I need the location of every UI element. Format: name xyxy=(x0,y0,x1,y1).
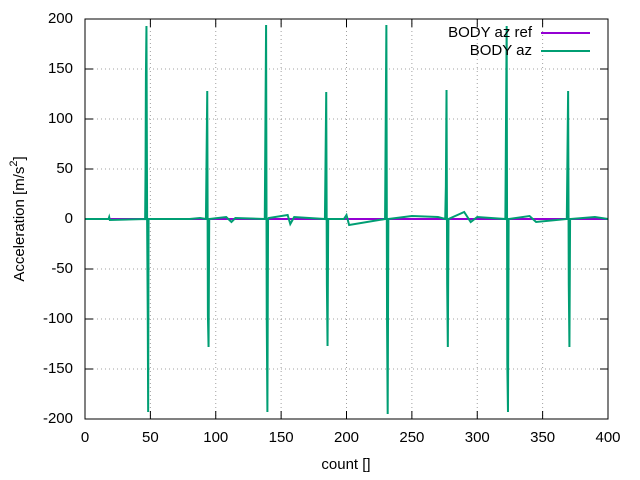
x-axis-label: count [] xyxy=(321,456,370,473)
y-tick-label: -150 xyxy=(43,360,73,377)
x-tick-label: 250 xyxy=(399,429,424,446)
x-tick-label: 200 xyxy=(334,429,359,446)
y-tick-label: -50 xyxy=(51,260,73,277)
x-tick-label: 300 xyxy=(465,429,490,446)
y-tick-label: 150 xyxy=(48,60,73,77)
y-tick-label: 50 xyxy=(56,160,73,177)
x-tick-label: 100 xyxy=(203,429,228,446)
y-tick-label: 100 xyxy=(48,110,73,127)
plot-border xyxy=(84,18,609,420)
legend-label: BODY az xyxy=(470,42,532,59)
x-tick-label: 150 xyxy=(269,429,294,446)
y-tick-label: 200 xyxy=(48,10,73,27)
x-tick-label: 50 xyxy=(142,429,159,446)
y-tick-label: 0 xyxy=(65,210,73,227)
y-tick-label: -200 xyxy=(43,410,73,427)
x-tick-label: 350 xyxy=(530,429,555,446)
x-tick-label: 0 xyxy=(81,429,89,446)
y-axis-label-text: Acceleration [m/s xyxy=(11,167,28,282)
x-tick-label: 400 xyxy=(595,429,620,446)
y-axis-label-sup: 2 xyxy=(8,161,20,167)
y-axis-label-end: ] xyxy=(11,156,28,160)
y-tick-label: -100 xyxy=(43,310,73,327)
legend-label: BODY az ref xyxy=(448,24,533,41)
data-line xyxy=(85,24,609,415)
y-axis-label: Acceleration [m/s2] xyxy=(8,156,28,281)
